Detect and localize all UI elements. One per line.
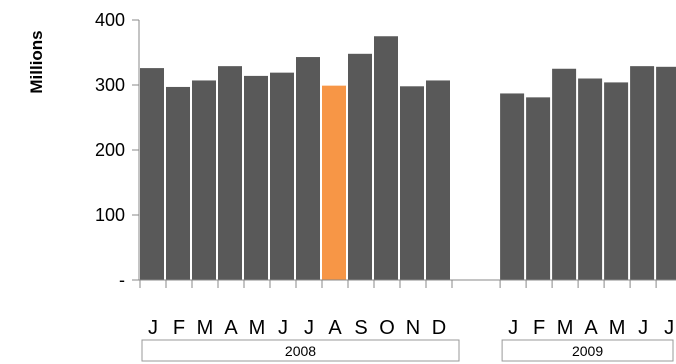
- year-group-label: 2008: [285, 343, 316, 359]
- y-tick-label: -: [119, 270, 125, 290]
- y-tick-label: 400: [95, 10, 125, 30]
- x-tick-label: J: [304, 317, 314, 339]
- y-tick-label: 100: [95, 205, 125, 225]
- bar: [374, 36, 398, 280]
- x-tick-label: D: [432, 317, 446, 339]
- bar: [578, 78, 603, 280]
- x-tick-label: J: [508, 317, 518, 339]
- bar: [400, 86, 424, 280]
- year-group-box: [501, 339, 674, 362]
- bar: [656, 66, 676, 280]
- year-group-label: 2009: [572, 343, 603, 359]
- year-group-box: [141, 339, 460, 362]
- bar: [604, 82, 629, 281]
- x-tick-label: A: [328, 317, 342, 339]
- x-tick-label: F: [173, 317, 185, 339]
- x-tick-label: J: [148, 317, 158, 339]
- x-tick-label: M: [609, 317, 626, 339]
- x-tick-label: M: [249, 317, 266, 339]
- x-tick-label: N: [406, 317, 420, 339]
- x-axis: JFMAMJJASONDJFMAMJJA: [139, 279, 676, 339]
- bar: [244, 75, 268, 281]
- x-tick-label: F: [533, 317, 545, 339]
- x-tick-label: A: [224, 317, 238, 339]
- x-tick-label: M: [557, 317, 574, 339]
- y-axis-label: Millions: [27, 30, 46, 93]
- y-axis: - 100 200 300 400: [95, 10, 140, 290]
- bar: [348, 53, 372, 280]
- x-tick-label: A: [584, 317, 598, 339]
- y-tick-label: 300: [95, 75, 125, 95]
- bar: [140, 68, 164, 280]
- year-groups: 2008 2009: [141, 339, 674, 362]
- bar: [426, 80, 450, 280]
- bar: [166, 86, 190, 280]
- x-tick-label: J: [638, 317, 648, 339]
- bar: [270, 72, 294, 281]
- x-tick-label: J: [278, 317, 288, 339]
- x-tick-label: O: [379, 317, 395, 339]
- bar: [296, 57, 320, 280]
- bar: [526, 97, 551, 280]
- bar: [500, 93, 525, 280]
- bar: [218, 66, 242, 281]
- bar: [552, 68, 577, 280]
- x-tick-label: J: [664, 317, 674, 339]
- bar: [630, 66, 655, 281]
- bars: [140, 36, 676, 281]
- bar: [322, 85, 346, 281]
- x-tick-label: M: [197, 317, 214, 339]
- x-tick-label: S: [354, 317, 367, 339]
- bar: [192, 80, 216, 280]
- y-tick-label: 200: [95, 140, 125, 160]
